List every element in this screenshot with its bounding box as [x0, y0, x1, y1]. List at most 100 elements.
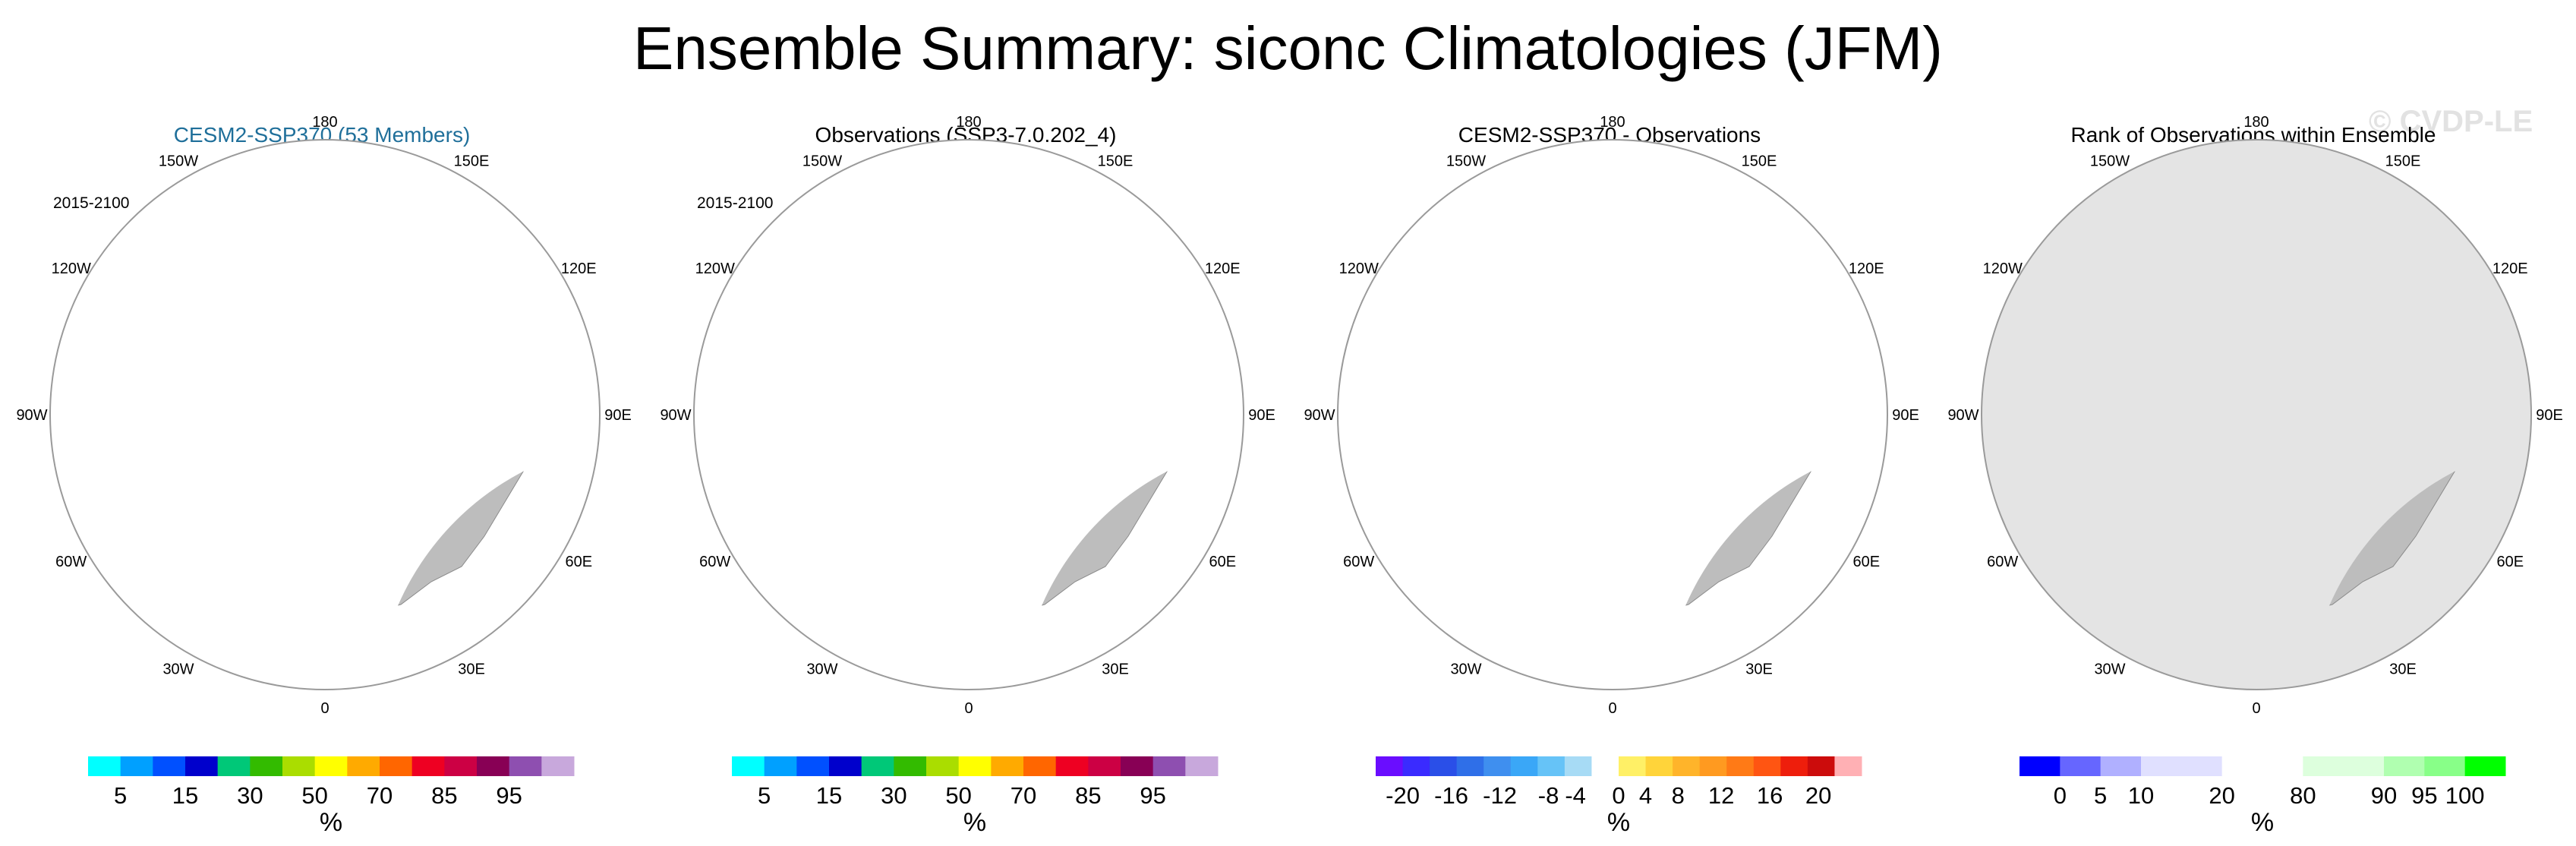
colorbar-swatch	[1055, 756, 1089, 776]
colorbar-swatch	[2100, 756, 2142, 776]
colorbar-swatch	[1483, 756, 1512, 776]
colorbar-tick-label: 85	[1075, 782, 1101, 809]
colorbar-swatch	[2262, 756, 2303, 776]
colorbar-swatch	[861, 756, 894, 776]
colorbar-swatch	[541, 756, 575, 776]
colorbar-tick-label: 80	[2290, 782, 2316, 809]
longitude-label: 90W	[660, 407, 691, 424]
colorbar-swatch	[1807, 756, 1835, 776]
polar-map: 180 150W 150E 120W 120E 90W 90E 60W 60E 30W 30E 0 -2…	[1304, 114, 1919, 837]
panel-difference: CESM2-SSP370 - Observations 180 150W 150E 1…	[1288, 114, 1931, 846]
colorbar-tick-label: 10	[2128, 782, 2154, 809]
colorbar-swatch	[764, 756, 797, 776]
ocean-area	[1338, 140, 1887, 690]
page-title: Ensemble Summary: siconc Climatologies (…	[633, 14, 1943, 82]
longitude-label: 60W	[1343, 554, 1374, 570]
longitude-label: 30W	[162, 661, 194, 677]
colorbar-swatch	[120, 756, 153, 776]
colorbar-tick-label: 95	[1140, 782, 1165, 809]
longitude-label: 60E	[1209, 554, 1236, 570]
colorbar-swatch	[411, 756, 445, 776]
colorbar-swatch	[1088, 756, 1121, 776]
colorbar-swatch	[829, 756, 862, 776]
colorbar-tick-label: 20	[2209, 782, 2234, 809]
longitude-label: 0	[2252, 700, 2260, 717]
colorbar-tick-label: 95	[2411, 782, 2437, 809]
longitude-label: 30E	[458, 661, 485, 677]
longitude-label: 120E	[1205, 260, 1241, 277]
longitude-label: 90E	[2536, 407, 2563, 424]
colorbar-tick-label: -12	[1483, 782, 1517, 809]
colorbar-tick-label: 30	[881, 782, 906, 809]
period-label: 2015-2100	[697, 194, 774, 212]
longitude-label: 60E	[2496, 554, 2524, 570]
colorbar-swatch	[1591, 756, 1619, 776]
longitude-label: 30E	[1102, 661, 1129, 677]
colorbar-tick-label: 50	[945, 782, 971, 809]
ocean-area	[1982, 140, 2531, 690]
colorbar-swatch	[1564, 756, 1592, 776]
colorbar-swatch	[2221, 756, 2263, 776]
colorbar-swatch	[894, 756, 927, 776]
colorbar-swatch	[477, 756, 510, 776]
colorbar-tick-label: -20	[1386, 782, 1420, 809]
colorbar-swatch	[217, 756, 251, 776]
longitude-label: 150E	[1742, 153, 1777, 170]
longitude-label: 90E	[1892, 407, 1919, 424]
colorbar-swatch	[2181, 756, 2223, 776]
colorbar-swatch	[2343, 756, 2385, 776]
colorbar-swatch	[1537, 756, 1565, 776]
colorbar-swatch	[1185, 756, 1219, 776]
longitude-label: 30E	[2389, 661, 2417, 677]
colorbar-swatch	[1376, 756, 1404, 776]
longitude-label: 180	[312, 114, 337, 131]
colorbar-swatch	[1430, 756, 1458, 776]
colorbar-swatch	[1699, 756, 1727, 776]
map-boundary	[49, 139, 601, 690]
period-label: 2015-2100	[53, 194, 130, 212]
colorbar-tick-label: 5	[114, 782, 127, 809]
longitude-label: 60W	[55, 554, 87, 570]
longitude-label: 180	[956, 114, 981, 131]
colorbar-units: %	[1607, 808, 1630, 837]
colorbar-swatch	[1121, 756, 1154, 776]
colorbar-swatch	[732, 756, 765, 776]
colorbar-swatch	[2384, 756, 2425, 776]
colorbar-swatch	[250, 756, 283, 776]
colorbar-swatch	[1456, 756, 1484, 776]
longitude-label: 150W	[1446, 153, 1486, 170]
polar-map: 180 150W 150E 120W 120E 90W 90E 60W 60E 30W 30E 0 5 1…	[16, 114, 631, 837]
longitude-label: 120W	[52, 260, 91, 277]
colorbar-tick-label: 12	[1708, 782, 1734, 809]
longitude-label: 150W	[802, 153, 842, 170]
longitude-label: 120E	[1849, 260, 1884, 277]
longitude-label: 60E	[565, 554, 592, 570]
longitude-label: 30E	[1745, 661, 1773, 677]
longitude-label: 120E	[561, 260, 597, 277]
colorbar-swatch	[1645, 756, 1673, 776]
colorbar-tick-label: -8	[1538, 782, 1559, 809]
colorbar-swatch	[314, 756, 348, 776]
colorbar-tick-label: -4	[1565, 782, 1586, 809]
colorbar-tick-label: 85	[431, 782, 457, 809]
colorbar-tick-label: 5	[2094, 782, 2107, 809]
longitude-label: 150W	[2090, 153, 2130, 170]
colorbar-swatch	[2464, 756, 2506, 776]
ocean-area	[694, 140, 1244, 690]
colorbar-swatch	[926, 756, 960, 776]
colorbar-tick-label: 15	[172, 782, 198, 809]
colorbar-units: %	[963, 808, 986, 837]
colorbar-tick-label: 15	[816, 782, 842, 809]
longitude-label: 60E	[1852, 554, 1880, 570]
colorbar-swatch	[282, 756, 316, 776]
colorbar-swatch	[1152, 756, 1186, 776]
colorbar-tick-label: 30	[237, 782, 263, 809]
colorbar-swatch	[958, 756, 992, 776]
colorbar-tick-label: 0	[1612, 782, 1625, 809]
colorbar-swatch	[185, 756, 219, 776]
map-boundary	[1981, 139, 2532, 690]
colorbar-tick-label: 70	[1011, 782, 1036, 809]
colorbar-swatch	[444, 756, 478, 776]
map-boundary	[693, 139, 1244, 690]
